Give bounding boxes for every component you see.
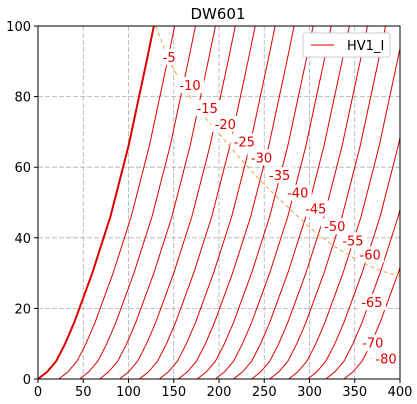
x-tick-label: 400 (388, 385, 413, 400)
x-tick-label: 150 (161, 385, 186, 400)
curve-label-bg (247, 149, 276, 166)
load-line-path (155, 26, 400, 278)
curve-label-bg (320, 218, 349, 235)
curve-neg65 (288, 45, 400, 379)
curve-label-text: -10 (179, 79, 200, 94)
y-tick-label: 40 (14, 232, 31, 247)
curve-label-bg (176, 77, 205, 94)
curve-0 (38, 26, 155, 379)
legend-entry: HV1_I (347, 39, 384, 54)
curve-label: -35 (265, 167, 294, 184)
curve-neg40 (196, 26, 314, 379)
curve-label: -30 (247, 149, 276, 166)
x-tick-label: 100 (116, 385, 141, 400)
y-tick-label: 80 (14, 91, 31, 106)
curve-label-bg (358, 334, 387, 351)
y-tick-label: 100 (6, 20, 31, 35)
curve-neg35 (177, 26, 295, 379)
curve-label-bg (356, 246, 385, 263)
curve-label: -70 (358, 334, 387, 352)
y-tick-label: 0 (23, 373, 31, 388)
curve-label-bg (265, 167, 294, 184)
curve-label-text: -5 (163, 51, 176, 66)
x-tick-label: 50 (75, 385, 92, 400)
curve-neg25 (139, 26, 256, 379)
curve-label: -10 (176, 77, 205, 94)
curve-label-text: -40 (287, 187, 308, 202)
curve-label: -45 (301, 200, 330, 218)
load-line (155, 26, 400, 278)
curve-label: -55 (338, 232, 367, 249)
x-tick-label: 0 (34, 385, 42, 400)
axis-ticks: 0 50 100 150 200 250 300 350 400 0 20 40 60 80 100 (6, 20, 412, 400)
y-tick-label: 60 (14, 161, 31, 176)
curve-label-bg (357, 294, 386, 311)
x-tick-label: 350 (342, 385, 367, 400)
curve-neg55 (251, 26, 368, 379)
curve-label-text: -70 (362, 337, 383, 352)
x-tick-label: 250 (252, 385, 277, 400)
curve-neg30 (158, 26, 276, 379)
curve-label-text: -15 (197, 102, 218, 117)
x-tick-label: 300 (297, 385, 322, 400)
curve-label-bg (230, 133, 259, 150)
y-tick-label: 20 (14, 302, 31, 317)
curve-label-bg (301, 200, 330, 217)
x-tick-label: 200 (207, 385, 232, 400)
curve-label-text: -20 (215, 118, 236, 133)
legend: HV1_I (302, 32, 391, 58)
curve-label-bg (338, 232, 367, 249)
curve-label-bg (283, 184, 312, 201)
curve-neg45 (215, 26, 332, 379)
curve-label: -25 (230, 133, 259, 150)
curve-label: -5 (159, 48, 180, 66)
curve-label-bg (159, 48, 180, 65)
curve-label: -20 (211, 115, 240, 133)
curve-label: -40 (283, 184, 312, 202)
curve-label-text: -60 (360, 248, 381, 263)
curve-label-text: -30 (251, 151, 272, 166)
curve-label-text: -35 (269, 169, 290, 184)
curve-neg60 (269, 26, 387, 379)
curve-label: -50 (320, 218, 349, 235)
curve-neg75 (325, 207, 400, 379)
curve-neg80 (343, 265, 400, 379)
curve-label: -80 (372, 350, 400, 368)
curve-label: -65 (357, 294, 386, 311)
curve-label-text: -55 (342, 234, 363, 249)
curve-label-bg (372, 350, 400, 367)
curve-labels: -5-10 -15-20 -25-30 -35 -40-45 -50-55-60 -65 -7… (159, 48, 400, 368)
curve-label: -60 (356, 246, 385, 263)
legend-box (302, 32, 391, 58)
curve-label-text: -45 (305, 203, 326, 218)
curve-label-text: -80 (375, 353, 396, 368)
chart-title: DW601 (190, 5, 245, 23)
curve-label-bg (211, 115, 240, 132)
curve-neg5 (58, 26, 176, 379)
curve-neg10 (79, 26, 196, 379)
curve-label-bg (193, 99, 222, 116)
curve-neg50 (233, 26, 350, 379)
curve-label-text: -50 (324, 220, 345, 235)
curve-label: -15 (193, 99, 222, 117)
curve-label-text: -25 (234, 135, 255, 150)
curve-label-text: -65 (361, 296, 382, 311)
